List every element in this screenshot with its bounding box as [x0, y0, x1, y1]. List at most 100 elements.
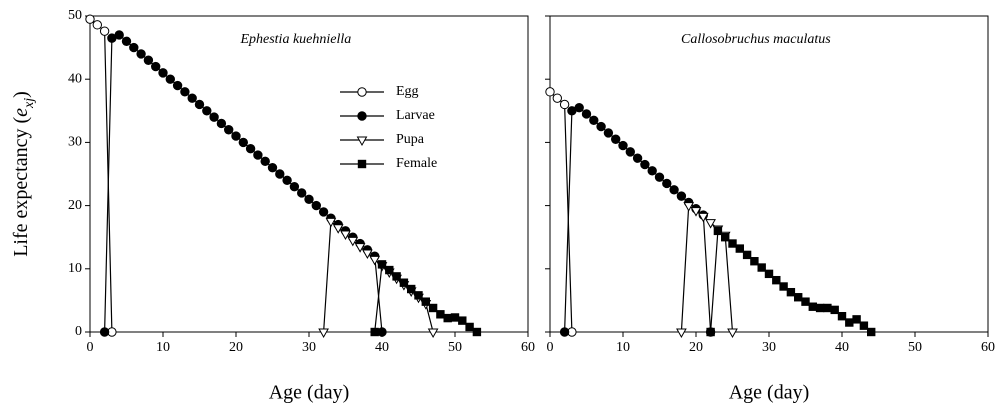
marker: [786, 287, 796, 297]
marker: [421, 297, 430, 306]
y-tick-label: 50: [68, 8, 82, 23]
y-tick-label: 40: [68, 71, 82, 86]
marker: [370, 327, 379, 337]
marker: [414, 291, 423, 300]
marker: [172, 80, 183, 91]
marker: [654, 172, 665, 182]
marker: [728, 239, 737, 248]
x-axis-label: Age (day): [269, 382, 350, 404]
marker: [559, 99, 570, 110]
x-tick-label: 0: [547, 340, 554, 355]
x-tick-label: 60: [981, 340, 995, 355]
x-tick-label: 20: [689, 340, 703, 355]
marker: [304, 194, 314, 204]
marker: [808, 302, 817, 311]
marker: [794, 293, 803, 302]
marker: [362, 249, 373, 260]
marker: [632, 153, 643, 163]
marker: [209, 112, 219, 122]
marker: [640, 159, 650, 170]
marker: [428, 303, 438, 313]
marker: [332, 224, 344, 234]
x-tick-label: 50: [448, 340, 462, 355]
marker: [669, 185, 679, 195]
marker: [407, 284, 416, 294]
marker: [764, 269, 774, 279]
marker: [859, 321, 869, 330]
marker: [705, 219, 716, 229]
marker: [297, 188, 307, 198]
y-tick-label: 30: [68, 135, 82, 150]
marker: [772, 275, 781, 285]
marker: [706, 327, 715, 337]
marker: [830, 305, 839, 315]
marker: [224, 125, 234, 135]
marker: [85, 14, 95, 24]
series-line: [323, 220, 434, 333]
marker: [245, 144, 256, 154]
marker: [377, 260, 387, 269]
series-line: [104, 34, 383, 333]
marker: [180, 87, 190, 97]
marker: [356, 136, 368, 147]
marker: [823, 303, 832, 313]
marker: [625, 147, 635, 157]
y-axis-label: Life expectancy (exj): [10, 91, 37, 257]
marker: [158, 68, 168, 78]
marker: [231, 131, 241, 141]
marker: [589, 115, 599, 125]
chart-title: Callosobruchus maculatus: [681, 32, 831, 47]
marker: [676, 328, 687, 339]
marker: [618, 140, 628, 151]
marker: [238, 137, 249, 148]
marker: [347, 236, 359, 247]
marker: [357, 111, 367, 121]
marker: [202, 106, 212, 116]
marker: [260, 156, 270, 167]
marker: [357, 159, 367, 169]
y-axis-label-part: e: [10, 108, 32, 117]
legend-label: Larvae: [396, 108, 435, 123]
marker: [136, 49, 146, 59]
marker: [779, 282, 788, 291]
marker: [151, 61, 161, 72]
marker: [611, 134, 621, 144]
marker: [697, 212, 709, 223]
y-axis-label-part: ): [10, 91, 32, 98]
marker: [194, 99, 205, 110]
marker: [275, 169, 285, 179]
marker: [427, 328, 439, 339]
marker: [852, 315, 861, 324]
legend-label: Egg: [396, 84, 419, 99]
chart-title: Ephestia kuehniella: [239, 32, 351, 47]
marker: [867, 327, 876, 337]
marker: [757, 263, 766, 272]
marker: [735, 244, 744, 253]
y-axis-label-part: xj: [22, 98, 37, 109]
marker: [121, 36, 132, 46]
marker: [318, 328, 329, 339]
marker: [99, 327, 110, 337]
marker: [815, 303, 825, 313]
x-tick-label: 10: [156, 340, 170, 355]
marker: [742, 250, 752, 260]
marker: [311, 200, 321, 211]
series-line: [564, 106, 712, 333]
marker: [603, 128, 614, 138]
marker: [325, 217, 337, 228]
marker: [216, 118, 227, 129]
marker: [713, 226, 723, 236]
y-axis-label-part: Life expectancy (: [10, 117, 32, 257]
x-tick-label: 30: [302, 340, 316, 355]
marker: [385, 265, 394, 275]
marker: [458, 316, 467, 325]
marker: [801, 297, 810, 306]
marker: [165, 74, 176, 84]
plot-frame: [549, 15, 989, 333]
marker: [690, 207, 702, 217]
x-tick-label: 10: [616, 340, 630, 355]
marker: [581, 109, 592, 119]
marker: [443, 313, 452, 323]
x-tick-label: 30: [762, 340, 776, 355]
marker: [574, 102, 584, 113]
